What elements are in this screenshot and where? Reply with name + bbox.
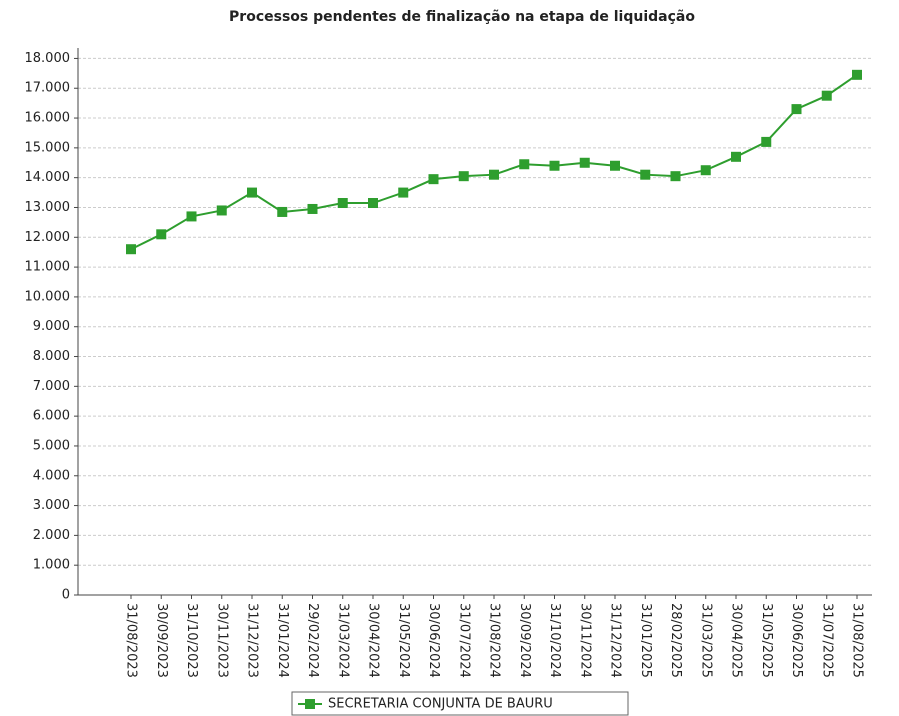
point-marker bbox=[731, 151, 741, 162]
y-tick-label: 5.000 bbox=[33, 438, 70, 453]
x-tick-label: 31/12/2024 bbox=[608, 603, 623, 678]
y-tick-label: 9.000 bbox=[33, 319, 70, 334]
point-marker bbox=[610, 160, 620, 171]
point-marker bbox=[489, 169, 499, 180]
x-tick-label: 29/02/2024 bbox=[305, 603, 320, 678]
y-tick-label: 10.000 bbox=[25, 289, 71, 304]
x-tick-label: 31/08/2023 bbox=[124, 603, 139, 678]
point-marker bbox=[277, 206, 288, 217]
y-tick-label: 3.000 bbox=[33, 498, 70, 513]
point-marker bbox=[852, 69, 862, 80]
y-tick-label: 8.000 bbox=[33, 349, 70, 364]
x-tick-label: 31/03/2025 bbox=[698, 603, 713, 678]
point-marker bbox=[519, 159, 530, 170]
x-tick-label: 30/09/2023 bbox=[154, 603, 169, 678]
chart-title: Processos pendentes de finalização na et… bbox=[229, 9, 695, 25]
y-tick-label: 15.000 bbox=[25, 140, 71, 155]
x-tick-label: 31/08/2024 bbox=[487, 603, 502, 678]
y-tick-label: 18.000 bbox=[25, 51, 71, 66]
y-tick-label: 14.000 bbox=[25, 170, 71, 185]
y-tick-label: 4.000 bbox=[33, 468, 70, 483]
point-marker bbox=[126, 244, 136, 255]
legend-box bbox=[291, 691, 629, 716]
y-tick-label: 0 bbox=[62, 588, 70, 603]
point-marker bbox=[640, 169, 651, 180]
point-marker bbox=[216, 205, 227, 216]
x-tick-label: 31/10/2024 bbox=[547, 603, 562, 678]
point-marker bbox=[761, 136, 772, 147]
point-marker bbox=[428, 174, 439, 185]
y-tick-label: 13.000 bbox=[25, 200, 71, 215]
legend: SECRETARIA CONJUNTA DE BAURU bbox=[291, 691, 629, 716]
point-marker bbox=[821, 90, 832, 101]
legend-marker bbox=[305, 699, 315, 709]
x-tick-label: 31/03/2024 bbox=[335, 603, 350, 678]
x-tick-label: 30/04/2025 bbox=[729, 603, 744, 678]
x-tick-label: 31/07/2024 bbox=[456, 603, 471, 678]
legend-label: SECRETARIA CONJUNTA DE BAURU bbox=[328, 697, 553, 712]
point-marker bbox=[549, 160, 560, 171]
y-tick-label: 11.000 bbox=[25, 260, 71, 275]
point-marker bbox=[186, 211, 197, 222]
x-tick-label: 31/01/2024 bbox=[275, 603, 290, 678]
x-tick-label: 30/06/2025 bbox=[789, 603, 804, 678]
series-line bbox=[130, 74, 858, 251]
point-marker bbox=[700, 165, 711, 176]
x-tick-label: 30/11/2023 bbox=[214, 603, 229, 678]
point-marker bbox=[579, 157, 590, 168]
x-tick-label: 31/05/2024 bbox=[396, 603, 411, 678]
y-tick-label: 6.000 bbox=[33, 409, 70, 424]
point-marker bbox=[156, 229, 167, 240]
y-tick-label: 7.000 bbox=[33, 379, 70, 394]
point-marker bbox=[670, 171, 681, 182]
x-tick-label: 31/07/2025 bbox=[819, 603, 834, 678]
x-tick-label: 30/04/2024 bbox=[366, 603, 381, 678]
y-tick-label: 1.000 bbox=[33, 558, 70, 573]
x-tick-label: 31/08/2025 bbox=[850, 603, 865, 678]
point-marker bbox=[791, 104, 802, 115]
y-tick-label: 17.000 bbox=[25, 81, 71, 96]
x-tick-label: 30/09/2024 bbox=[517, 603, 532, 678]
x-tick-label: 28/02/2025 bbox=[668, 603, 683, 678]
point-marker bbox=[398, 187, 409, 198]
y-tick-label: 2.000 bbox=[33, 528, 70, 543]
x-tick-label: 31/12/2023 bbox=[245, 603, 260, 678]
x-tick-label: 31/01/2025 bbox=[638, 603, 653, 678]
point-marker bbox=[458, 171, 469, 182]
x-tick-label: 30/06/2024 bbox=[426, 603, 441, 678]
y-tick-label: 12.000 bbox=[25, 230, 71, 245]
x-tick-label: 31/05/2025 bbox=[759, 603, 774, 678]
point-marker bbox=[368, 198, 378, 209]
x-tick-label: 31/10/2023 bbox=[184, 603, 199, 678]
x-tick-label: 30/11/2024 bbox=[577, 603, 592, 678]
y-tick-label: 16.000 bbox=[25, 111, 71, 126]
point-marker bbox=[247, 187, 257, 198]
point-marker bbox=[307, 203, 318, 214]
point-marker bbox=[337, 198, 348, 209]
